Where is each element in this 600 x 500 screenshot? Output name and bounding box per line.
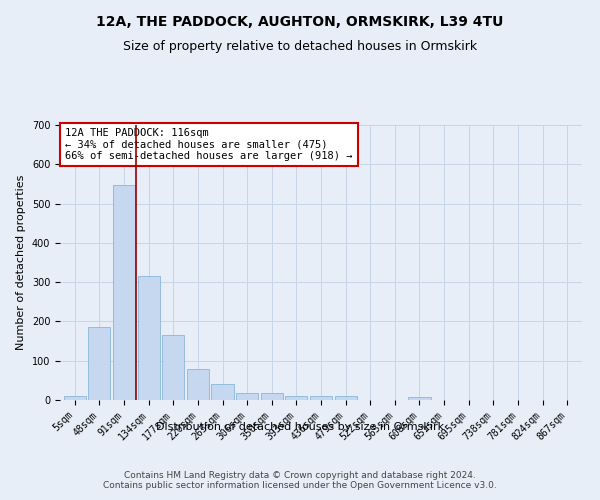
- Bar: [64, 396, 86, 400]
- Text: 12A THE PADDOCK: 116sqm
← 34% of detached houses are smaller (475)
66% of semi-d: 12A THE PADDOCK: 116sqm ← 34% of detache…: [65, 128, 353, 161]
- Bar: [187, 370, 209, 400]
- Bar: [162, 335, 184, 400]
- Bar: [285, 396, 307, 400]
- Bar: [137, 276, 160, 400]
- Bar: [211, 384, 233, 400]
- Bar: [310, 396, 332, 400]
- Bar: [113, 184, 135, 400]
- Text: 12A, THE PADDOCK, AUGHTON, ORMSKIRK, L39 4TU: 12A, THE PADDOCK, AUGHTON, ORMSKIRK, L39…: [97, 15, 503, 29]
- Bar: [260, 392, 283, 400]
- Y-axis label: Number of detached properties: Number of detached properties: [16, 175, 26, 350]
- Text: Contains HM Land Registry data © Crown copyright and database right 2024.
Contai: Contains HM Land Registry data © Crown c…: [103, 470, 497, 490]
- Bar: [409, 397, 431, 400]
- Bar: [335, 396, 357, 400]
- Text: Size of property relative to detached houses in Ormskirk: Size of property relative to detached ho…: [123, 40, 477, 53]
- Bar: [236, 392, 258, 400]
- Bar: [88, 328, 110, 400]
- Text: Distribution of detached houses by size in Ormskirk: Distribution of detached houses by size …: [156, 422, 444, 432]
